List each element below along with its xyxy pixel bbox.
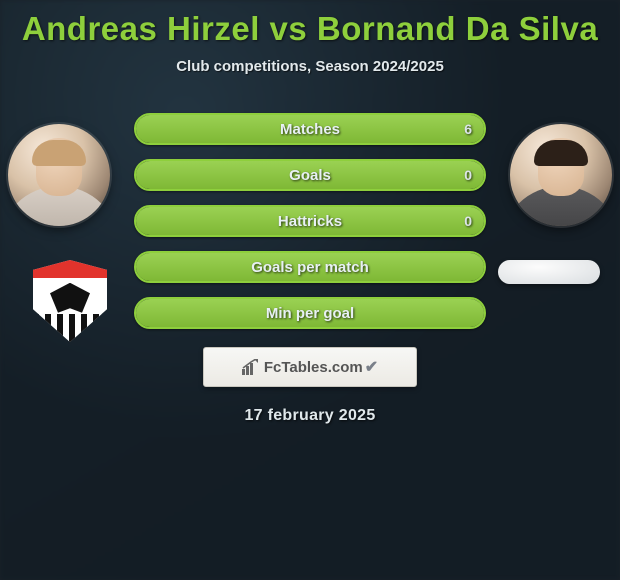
fctables-logo: FcTables.com ✔ [203, 347, 417, 387]
stat-bar: Hattricks0 [134, 205, 486, 237]
subtitle: Club competitions, Season 2024/2025 [0, 58, 620, 75]
player-left-avatar [8, 124, 110, 226]
stat-bars-container: Matches6Goals0Hattricks0Goals per matchM… [134, 113, 486, 329]
stat-bar-label: Min per goal [136, 305, 484, 322]
stat-bar-right-value: 0 [464, 213, 472, 229]
stat-bar: Min per goal [134, 297, 486, 329]
stat-bar-label: Hattricks [136, 213, 484, 230]
stat-bar-right-value: 0 [464, 167, 472, 183]
stat-bar-right-value: 6 [464, 121, 472, 137]
page-title: Andreas Hirzel vs Bornand Da Silva [0, 0, 620, 52]
date-text: 17 february 2025 [0, 407, 620, 425]
stat-bar-label: Goals per match [136, 259, 484, 276]
player-right-avatar [510, 124, 612, 226]
check-icon: ✔ [365, 357, 378, 377]
player-left-club-badge [20, 260, 120, 342]
chart-icon [242, 359, 260, 375]
stat-bar-label: Goals [136, 167, 484, 184]
stat-bar: Matches6 [134, 113, 486, 145]
stat-bar-label: Matches [136, 121, 484, 138]
fctables-logo-text: FcTables.com [264, 359, 363, 376]
stat-bar: Goals0 [134, 159, 486, 191]
player-right-club-badge [498, 260, 600, 284]
stat-bar: Goals per match [134, 251, 486, 283]
